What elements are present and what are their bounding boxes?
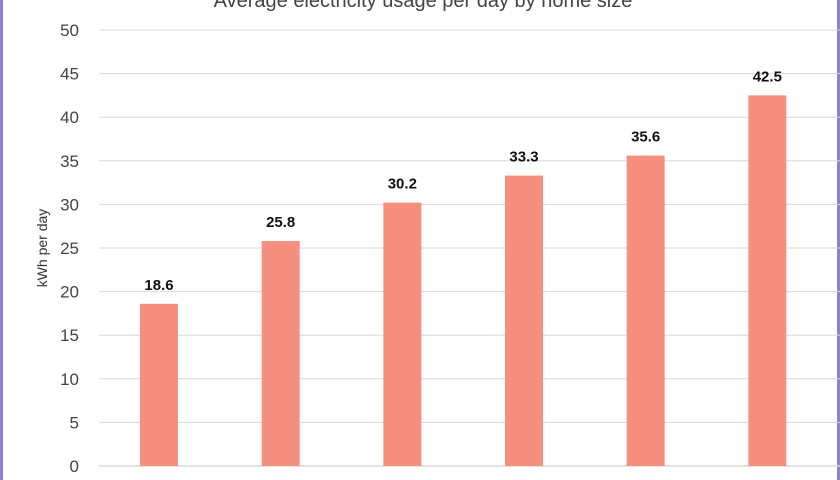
data-labels: 18.6 25.8 30.2 33.3 35.6 42.5 — [144, 68, 782, 293]
data-label: 25.8 — [266, 214, 295, 231]
bar-chart: 0 5 10 15 20 25 30 35 40 45 50 18.6 25.8 30.2 33.3 35.… — [34, 21, 840, 476]
bar — [261, 241, 300, 466]
data-label: 18.6 — [144, 277, 173, 294]
y-tick-label: 30 — [60, 195, 79, 214]
data-label: 33.3 — [509, 149, 538, 166]
y-tick-label: 50 — [60, 21, 79, 40]
data-label: 35.6 — [631, 129, 660, 146]
y-tick-label: 35 — [60, 152, 79, 171]
data-label: 42.5 — [753, 68, 782, 85]
y-axis-title: kWh per day — [34, 209, 50, 288]
y-tick-label: 45 — [60, 65, 79, 84]
data-label: 30.2 — [388, 176, 417, 193]
y-tick-label: 40 — [60, 108, 79, 127]
y-tick-label: 0 — [70, 457, 79, 476]
grid-lines — [99, 29, 840, 467]
bar — [505, 175, 543, 466]
bar — [626, 155, 665, 466]
bars — [140, 95, 787, 467]
bar — [383, 202, 422, 466]
chart-title: Average electricity usage per day by hom… — [213, 0, 633, 12]
y-tick-label: 5 — [70, 413, 79, 432]
y-tick-label: 10 — [60, 370, 79, 389]
bar — [140, 303, 178, 466]
y-tick-labels: 0 5 10 15 20 25 30 35 40 45 50 — [60, 21, 79, 476]
y-tick-label: 15 — [60, 326, 79, 345]
bar — [748, 95, 787, 467]
y-tick-label: 25 — [60, 239, 79, 258]
y-tick-label: 20 — [60, 283, 79, 302]
